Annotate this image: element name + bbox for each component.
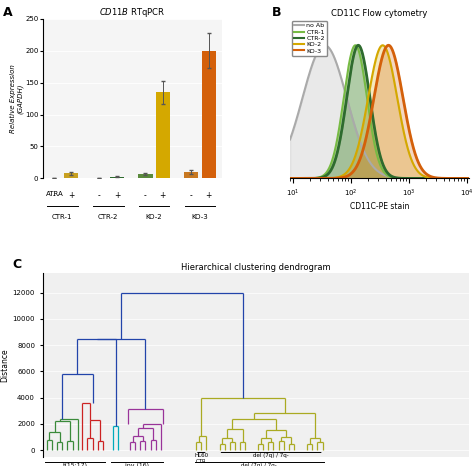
Text: +: + bbox=[206, 191, 212, 200]
Bar bbox=[201, 51, 216, 178]
Bar bbox=[64, 173, 78, 178]
Title: $\it{CD11B}$ RTqPCR: $\it{CD11B}$ RTqPCR bbox=[99, 6, 165, 19]
Text: CTR-2: CTR-2 bbox=[98, 213, 118, 219]
Title: Hierarchical clustering dendrogram: Hierarchical clustering dendrogram bbox=[181, 263, 331, 272]
Text: +: + bbox=[114, 191, 120, 200]
Text: -: - bbox=[190, 191, 192, 200]
Legend: no Ab, CTR-1, CTR-2, KO-2, KO-3: no Ab, CTR-1, CTR-2, KO-2, KO-3 bbox=[292, 21, 327, 56]
Title: CD11C Flow cytometry: CD11C Flow cytometry bbox=[331, 9, 428, 18]
Text: t(15;17)
trisomie 8: t(15;17) trisomie 8 bbox=[59, 463, 91, 466]
Text: HL60
CTR: HL60 CTR bbox=[194, 453, 209, 464]
Text: A: A bbox=[3, 6, 13, 19]
Text: KO-2: KO-2 bbox=[146, 213, 163, 219]
Bar bbox=[156, 92, 170, 178]
X-axis label: CD11C-PE stain: CD11C-PE stain bbox=[350, 202, 410, 211]
Text: +: + bbox=[160, 191, 166, 200]
Text: C: C bbox=[13, 258, 22, 271]
Text: del (7q) / 7q-
t(18;21)
trisomie 8
del (5q) / 5q-
t(15;17): del (7q) / 7q- t(18;21) trisomie 8 del (… bbox=[241, 463, 277, 466]
Text: del (7q) / 7q-: del (7q) / 7q- bbox=[253, 453, 289, 458]
Text: CTR-1: CTR-1 bbox=[52, 213, 73, 219]
Text: ATRA: ATRA bbox=[46, 191, 64, 197]
Text: -: - bbox=[52, 191, 55, 200]
Bar bbox=[138, 174, 153, 178]
Text: +: + bbox=[68, 191, 74, 200]
Text: B: B bbox=[272, 6, 282, 19]
Text: KO-3: KO-3 bbox=[191, 213, 209, 219]
Y-axis label: Relative Expression
(GAPDH): Relative Expression (GAPDH) bbox=[10, 64, 24, 133]
Text: inv (16)
trisomie 8: inv (16) trisomie 8 bbox=[121, 463, 153, 466]
Bar bbox=[184, 172, 199, 178]
Text: -: - bbox=[144, 191, 147, 200]
Bar bbox=[110, 177, 124, 178]
Text: -: - bbox=[98, 191, 101, 200]
Y-axis label: Distance: Distance bbox=[1, 348, 10, 382]
